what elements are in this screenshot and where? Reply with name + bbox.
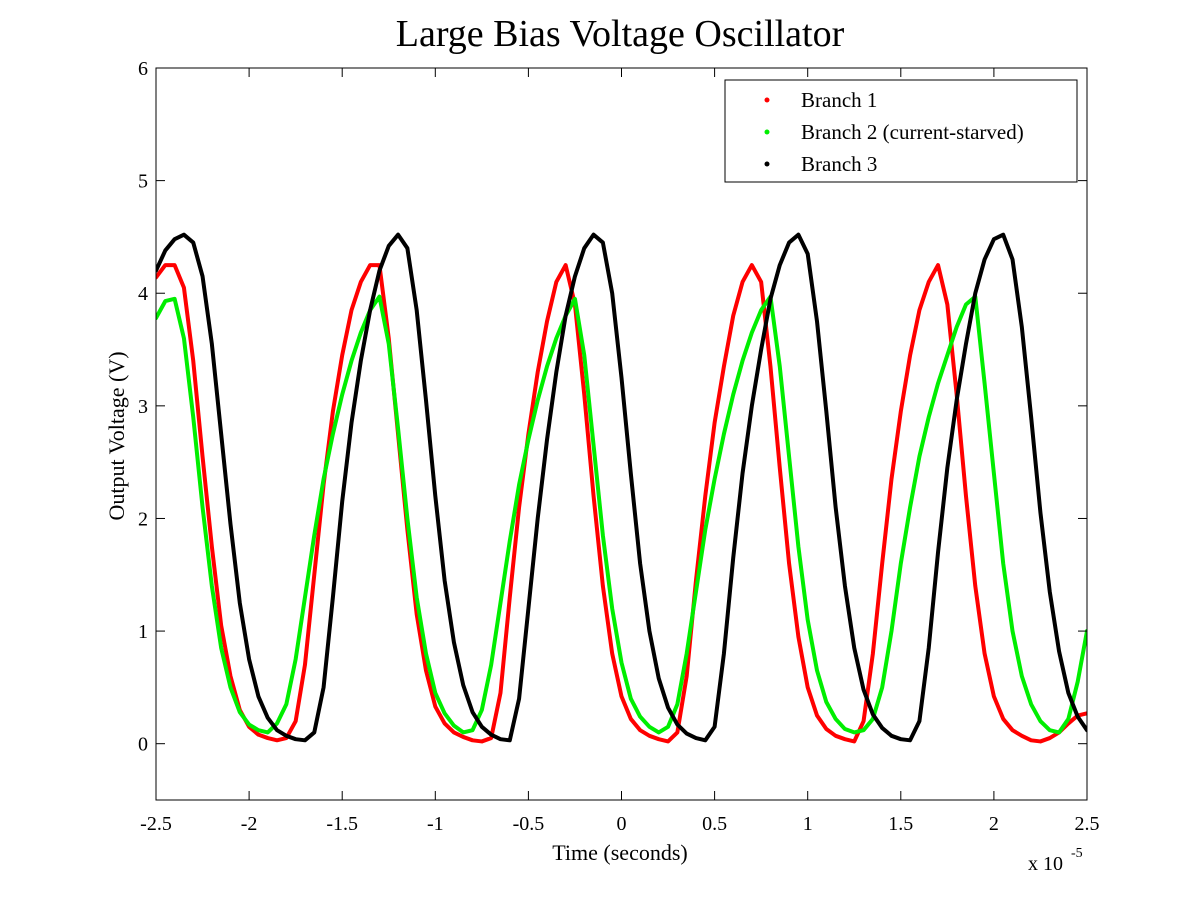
x-axis-label: Time (seconds) — [552, 840, 687, 865]
legend-box — [724, 79, 1078, 183]
x-tick-label: -2 — [241, 813, 258, 835]
series-line-1 — [156, 263, 1087, 744]
legend-label-3: Branch 3 — [801, 152, 877, 176]
x-tick-label: 0 — [617, 813, 627, 835]
y-tick-label: 2 — [138, 508, 148, 530]
x-tick-label: 1 — [803, 813, 813, 835]
series-line-3 — [156, 232, 1087, 743]
legend-marker-1 — [764, 97, 770, 103]
x-tick-label: 0.5 — [702, 813, 727, 835]
legend-marker-2 — [764, 129, 770, 135]
x-tick-label: 1.5 — [888, 813, 913, 835]
legend: Branch 1 Branch 2 (current-starved) Branch… — [724, 79, 1078, 183]
y-tick-label: 3 — [138, 396, 148, 418]
y-tick-label: 1 — [138, 621, 148, 643]
y-tick-label: 4 — [138, 283, 148, 305]
x-tick-label: 2 — [989, 813, 999, 835]
x-tick-label: -1 — [427, 813, 444, 835]
plot-area: -2.5 -2 -1.5 -1 -0.5 0 0.5 1 1.5 2 2.5 0 1 2 3 4 5 6 — [138, 58, 1100, 835]
legend-label-1: Branch 1 — [801, 88, 877, 112]
x-axis-exponent-power: -5 — [1071, 846, 1083, 861]
x-tick-label: -2.5 — [140, 813, 172, 835]
x-tick-label: 2.5 — [1075, 813, 1100, 835]
y-tick-label: 0 — [138, 734, 148, 756]
x-tick-label: -1.5 — [326, 813, 358, 835]
y-tick-label: 6 — [138, 58, 148, 80]
y-tick-label: 5 — [138, 171, 148, 193]
series-line-2 — [156, 294, 1087, 735]
chart-title: Large Bias Voltage Oscillator — [396, 13, 845, 55]
x-axis-exponent: x 10 — [1028, 853, 1063, 875]
x-tick-label: -0.5 — [513, 813, 545, 835]
legend-label-2: Branch 2 (current-starved) — [801, 120, 1024, 144]
y-axis-label: Output Voltage (V) — [104, 351, 129, 520]
legend-marker-3 — [764, 161, 770, 167]
